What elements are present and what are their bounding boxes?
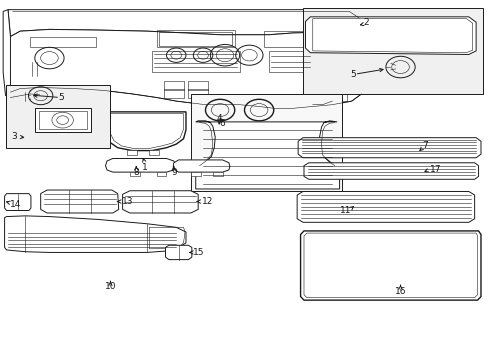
Bar — [264, 31, 317, 47]
Bar — [322, 90, 346, 101]
Polygon shape — [190, 172, 200, 176]
Text: 9: 9 — [171, 168, 176, 177]
Text: 11: 11 — [340, 206, 351, 215]
Polygon shape — [149, 149, 159, 155]
Text: 4: 4 — [216, 114, 222, 123]
Text: 13: 13 — [122, 197, 133, 206]
Text: 3: 3 — [11, 132, 17, 141]
Polygon shape — [165, 245, 191, 260]
Text: 1: 1 — [142, 163, 147, 172]
Bar — [30, 90, 44, 98]
Polygon shape — [130, 172, 140, 176]
Text: 16: 16 — [394, 287, 406, 296]
Polygon shape — [4, 216, 185, 252]
Text: 12: 12 — [201, 197, 213, 206]
Text: 6: 6 — [219, 119, 225, 128]
Polygon shape — [300, 231, 480, 300]
Polygon shape — [127, 149, 137, 155]
Bar — [322, 40, 351, 69]
Text: 17: 17 — [429, 165, 440, 174]
Polygon shape — [8, 10, 361, 37]
Bar — [283, 94, 322, 103]
Polygon shape — [30, 37, 96, 47]
Text: 14: 14 — [9, 200, 21, 209]
Polygon shape — [35, 108, 91, 132]
Bar — [325, 42, 348, 67]
Polygon shape — [298, 138, 480, 158]
Text: 10: 10 — [104, 282, 116, 291]
Polygon shape — [8, 26, 361, 108]
Polygon shape — [305, 17, 475, 54]
Bar — [190, 94, 341, 191]
Text: 7: 7 — [421, 141, 427, 150]
Text: 5: 5 — [349, 70, 355, 79]
Text: 15: 15 — [193, 248, 204, 257]
Bar — [268, 51, 312, 72]
Bar — [163, 81, 183, 90]
Bar — [163, 89, 183, 98]
Text: 5: 5 — [58, 93, 64, 102]
Polygon shape — [3, 10, 10, 96]
Text: 2: 2 — [363, 18, 368, 27]
Polygon shape — [122, 191, 198, 213]
Bar — [303, 8, 483, 94]
Polygon shape — [105, 112, 185, 150]
Bar — [188, 89, 207, 98]
Polygon shape — [41, 190, 119, 213]
Bar — [157, 30, 234, 47]
Polygon shape — [304, 163, 478, 179]
Bar — [31, 91, 43, 97]
Polygon shape — [173, 160, 229, 172]
Bar — [188, 81, 207, 90]
Polygon shape — [195, 121, 339, 189]
Polygon shape — [4, 194, 31, 211]
Polygon shape — [13, 87, 44, 105]
Bar — [159, 32, 232, 45]
Polygon shape — [105, 158, 176, 172]
Bar — [5, 85, 110, 148]
Bar — [152, 51, 239, 72]
Polygon shape — [157, 172, 166, 176]
Polygon shape — [297, 192, 474, 222]
Text: 8: 8 — [133, 168, 139, 177]
Polygon shape — [212, 172, 222, 176]
